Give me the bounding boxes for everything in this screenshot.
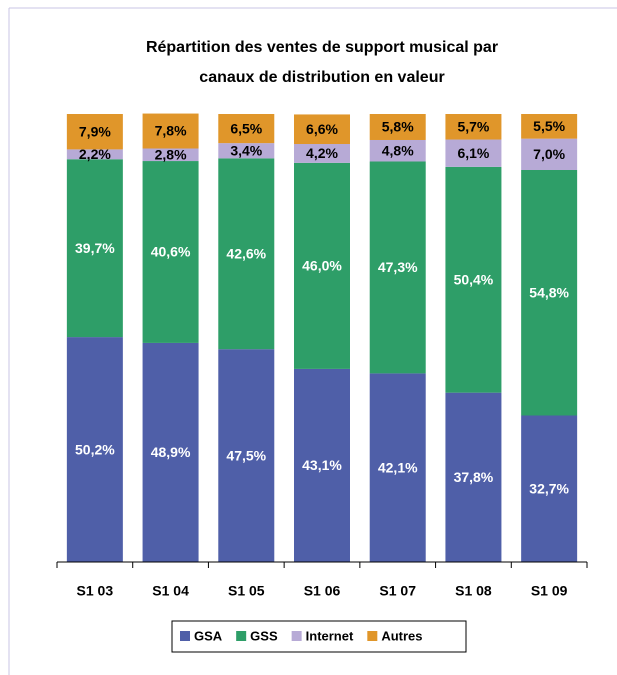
legend-swatch <box>367 631 378 641</box>
legend-label: Internet <box>306 628 354 643</box>
x-tick-label: S1 04 <box>152 583 189 599</box>
bar-segment <box>369 114 426 140</box>
value-label: 5,7% <box>457 118 489 134</box>
legend-swatch <box>180 631 190 641</box>
bar-segment <box>66 149 123 160</box>
value-label: 50,4% <box>454 271 494 287</box>
value-label: 40,6% <box>151 244 191 260</box>
value-label: 7,0% <box>533 146 565 162</box>
bar-segment <box>294 144 350 163</box>
bar-segment <box>369 373 426 562</box>
value-label: 50,2% <box>75 441 115 457</box>
bar-segment <box>369 139 426 162</box>
bar-segment <box>521 170 578 416</box>
bar-segment <box>294 162 350 369</box>
bar-segment <box>66 337 123 562</box>
value-label: 7,9% <box>79 123 111 139</box>
bar-segment <box>142 342 199 562</box>
value-label: 4,2% <box>306 145 338 161</box>
bar-segment <box>66 114 123 150</box>
value-label: 47,3% <box>378 259 418 275</box>
bar-segment <box>445 392 502 562</box>
value-label: 48,9% <box>151 444 191 460</box>
value-label: 32,7% <box>529 480 569 496</box>
value-label: 5,5% <box>533 118 565 134</box>
x-tick-label: S1 05 <box>228 583 265 599</box>
value-label: 3,4% <box>230 142 262 158</box>
chart-title: Répartition des ventes de support musica… <box>146 39 498 56</box>
bar-segment <box>521 114 578 139</box>
bar-segment <box>142 148 199 162</box>
legend-label: Autres <box>381 628 422 643</box>
value-label: 4,8% <box>382 142 414 158</box>
legend-box <box>171 620 467 653</box>
legend-label: GSS <box>250 628 278 643</box>
bar-segment <box>142 113 199 149</box>
value-label: 7,8% <box>155 123 187 139</box>
value-label: 2,2% <box>79 146 111 162</box>
bar-segment <box>369 161 426 374</box>
bar-segment <box>142 161 199 343</box>
x-tick-label: S1 06 <box>304 583 341 599</box>
bar-segment <box>521 138 578 170</box>
value-label: 2,8% <box>155 146 187 162</box>
bar-segment <box>218 143 275 159</box>
x-tick-label: S1 07 <box>379 583 416 599</box>
value-label: 42,6% <box>226 245 266 261</box>
bar-segment <box>66 159 123 338</box>
value-label: 37,8% <box>454 469 494 485</box>
value-label: 47,5% <box>226 447 266 463</box>
value-label: 42,1% <box>378 459 418 475</box>
value-label: 5,8% <box>382 119 414 135</box>
bar-segment <box>445 114 502 140</box>
value-label: 46,0% <box>302 258 342 274</box>
value-label: 6,1% <box>457 145 489 161</box>
x-tick-label: S1 03 <box>77 583 114 599</box>
value-label: 54,8% <box>529 284 569 300</box>
bar-segment <box>521 415 578 562</box>
legend-swatch <box>236 631 247 641</box>
legend-label: GSA <box>194 628 223 643</box>
legend-swatch <box>291 631 302 641</box>
bar-segment <box>218 158 275 350</box>
bar-segment <box>218 349 275 562</box>
bar-segment <box>294 114 350 145</box>
value-label: 6,6% <box>306 121 338 137</box>
value-label: 6,5% <box>230 120 262 136</box>
value-label: 39,7% <box>75 240 115 256</box>
bar-segment <box>218 114 275 144</box>
bar-segment <box>294 368 350 562</box>
chart-title: canaux de distribution en valeur <box>199 69 444 86</box>
bar-segment <box>445 139 502 167</box>
x-tick-label: S1 08 <box>455 583 492 599</box>
value-label: 43,1% <box>302 457 342 473</box>
x-tick-label: S1 09 <box>531 583 568 599</box>
bar-segment <box>445 166 502 393</box>
